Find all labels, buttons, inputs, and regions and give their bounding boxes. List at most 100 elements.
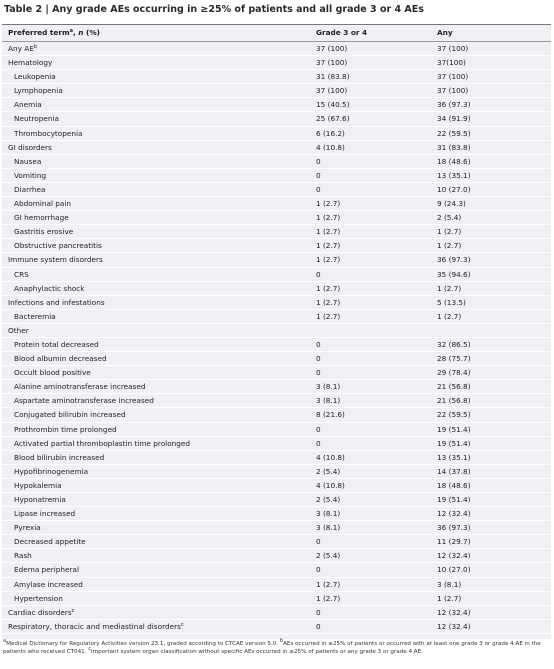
header-cell: Grade 3 or 4	[316, 28, 368, 37]
footnote-mark: a	[69, 28, 73, 34]
label-text: Lymphopenia	[14, 86, 63, 96]
label-text: Other	[8, 325, 29, 335]
table-row: Blood albumin decreased 0 28 (75.7)	[2, 352, 551, 367]
any-cell: 1 (2.7)	[437, 283, 462, 293]
grade-cell: 3 (8.1)	[316, 523, 341, 533]
row-label: Occult blood positive	[14, 366, 91, 379]
any-cell: 12 (32.4)	[437, 509, 471, 519]
row-label: Blood albumin decreased	[14, 352, 107, 365]
header-text: Preferred term	[8, 28, 70, 37]
table-row: Gastritis erosive 1 (2.7) 1 (2.7)	[2, 225, 551, 240]
any-cell: 10 (27.0)	[437, 184, 471, 194]
any-cell: 19 (51.4)	[437, 438, 471, 448]
any-cell: 37 (100)	[437, 44, 469, 53]
row-label: Edema peripheral	[14, 563, 79, 576]
any-cell: 12 (32.4)	[437, 607, 471, 617]
footnote-mark: c	[71, 607, 75, 614]
grade-cell: 1 (2.7)	[316, 593, 341, 603]
label-text: Amylase increased	[14, 579, 83, 589]
grade-cell: 1 (2.7)	[316, 241, 341, 251]
row-label: Prothrombin time prolonged	[14, 423, 117, 436]
label-text: GI disorders	[8, 142, 52, 152]
any-cell: 21 (56.8)	[437, 382, 471, 392]
table-row: Hypofibrinogenemia 2 (5.4) 14 (37.8)	[2, 465, 551, 479]
table-row: Lymphopenia 37 (100) 37 (100)	[2, 84, 551, 99]
grade-cell: 6 (16.2)	[316, 128, 345, 138]
row-label: Hematology	[8, 56, 52, 69]
footnote-text: Medical Dictionary for Regulatory Activi…	[6, 641, 280, 647]
any-cell: 1 (2.7)	[437, 593, 462, 603]
table-row: Decreased appetite 0 11 (29.7)	[2, 535, 551, 550]
any-cell: 3 (8.1)	[437, 579, 462, 589]
grade-cell: 3 (8.1)	[316, 382, 341, 392]
label-text: GI hemorrhage	[14, 213, 69, 223]
header-text: (%)	[83, 28, 100, 37]
table-row: Any AEb 37 (100) 37 (100)	[2, 42, 551, 57]
grade-cell: 2 (5.4)	[316, 495, 341, 504]
row-label: Anemia	[14, 98, 42, 111]
row-label: Decreased appetite	[14, 535, 86, 548]
row-label: Hyponatremia	[14, 493, 66, 506]
any-cell: 36 (97.3)	[437, 523, 471, 533]
any-cell: 11 (29.7)	[437, 537, 471, 547]
any-cell: 37 (100)	[437, 86, 469, 96]
table-row: Leukopenia 31 (83.8) 37 (100)	[2, 70, 551, 85]
label-text: Blood bilirubin increased	[14, 452, 105, 462]
grade-cell: 8 (21.6)	[316, 410, 345, 420]
table-row: Prothrombin time prolonged 0 19 (51.4)	[2, 423, 551, 437]
table-row: GI disorders 4 (10.8) 31 (83.8)	[2, 141, 551, 155]
label-text: Hematology	[8, 58, 53, 68]
any-cell: 34 (91.9)	[437, 114, 471, 124]
table-row: Aspartate aminotransferase increased 3 (8…	[2, 394, 551, 409]
grade-cell: 31 (83.8)	[316, 72, 350, 82]
table-row: Other	[2, 324, 551, 338]
table-row: Neutropenia 25 (67.6) 34 (91.9)	[2, 112, 551, 127]
footnote-mark: b	[279, 638, 284, 644]
any-cell: 14 (37.8)	[437, 466, 471, 476]
row-label: Blood bilirubin increased	[14, 451, 104, 464]
row-label: Aspartate aminotransferase increased	[14, 394, 154, 407]
label-text: Prothrombin time prolonged	[14, 424, 117, 434]
table-row: CRS 0 35 (94.6)	[2, 268, 551, 282]
label-text: Hypertension	[14, 593, 63, 603]
table-row: Activated partial thromboplastin time pr…	[2, 437, 551, 451]
label-text: Conjugated bilirubin increased	[14, 410, 126, 420]
label-text: Edema peripheral	[14, 565, 80, 575]
table-row: Infections and infestations 1 (2.7) 5 (13.…	[2, 296, 551, 310]
table-row: Occult blood positive 0 29 (78.4)	[2, 366, 551, 381]
any-cell: 2 (5.4)	[437, 213, 462, 223]
grade-cell: 1 (2.7)	[316, 227, 341, 237]
any-cell: 1 (2.7)	[437, 311, 462, 321]
table-row: Blood bilirubin increased 4 (10.8) 13 (35.…	[2, 451, 551, 465]
grade-cell: 0	[316, 354, 321, 364]
row-label: Diarrhea	[14, 183, 45, 196]
label-text: Hypofibrinogenemia	[14, 466, 89, 476]
table-row: Pyrexia 3 (8.1) 36 (97.3)	[2, 521, 551, 536]
label-text: Vomiting	[14, 170, 47, 180]
table-row: Immune system disorders 1 (2.7) 36 (97.3)	[2, 253, 551, 268]
row-label: Amylase increased	[14, 578, 83, 591]
grade-cell: 4 (10.8)	[316, 452, 345, 462]
grade-cell: 37 (100)	[316, 86, 348, 96]
grade-cell: 1 (2.7)	[316, 311, 341, 321]
grade-cell: 0	[316, 269, 321, 279]
label-text: Diarrhea	[14, 184, 46, 194]
row-label: Hypertension	[14, 592, 63, 605]
label-text: Obstructive pancreatitis	[14, 241, 102, 251]
any-cell: 10 (27.0)	[437, 565, 471, 575]
table-row: Protein total decreased 0 32 (86.5)	[2, 338, 551, 353]
table-row: Obstructive pancreatitis 1 (2.7) 1 (2.7)	[2, 239, 551, 254]
grade-cell: 2 (5.4)	[316, 551, 341, 561]
table-row: Nausea 0 18 (48.6)	[2, 155, 551, 169]
table-row: Respiratory, thoracic and mediastinal di…	[2, 620, 551, 634]
table-row: Amylase increased 1 (2.7) 3 (8.1)	[2, 578, 551, 592]
any-cell: 1 (2.7)	[437, 227, 462, 237]
row-label: Infections and infestations	[8, 296, 105, 309]
label-text: Pyrexia	[14, 523, 41, 533]
table-row: Anemia 15 (40.5) 36 (97.3)	[2, 98, 551, 113]
any-cell: 36 (97.3)	[437, 100, 471, 110]
row-label: Lipase increased	[14, 507, 75, 520]
grade-cell: 3 (8.1)	[316, 509, 341, 519]
row-label: Any AEb	[8, 42, 37, 55]
table: Preferred terma, n (%) Grade 3 or 4 Any …	[2, 24, 551, 639]
